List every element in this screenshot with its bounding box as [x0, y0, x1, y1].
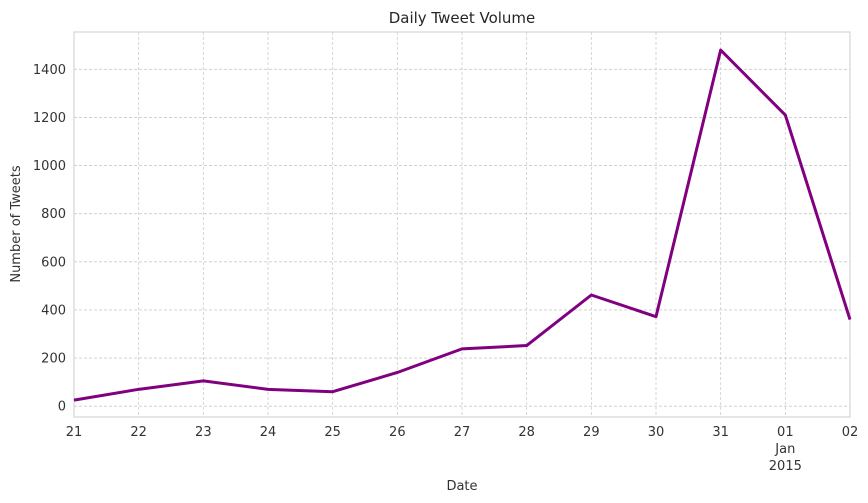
y-tick-label: 1400 [33, 63, 66, 78]
chart-title: Daily Tweet Volume [389, 9, 536, 27]
y-tick-label: 1200 [33, 111, 66, 126]
series-line [73, 48, 852, 402]
y-tick-label: 0 [58, 400, 66, 415]
y-axis-ticks: 0 200 400 600 800 1000 1200 1400 [33, 63, 66, 415]
y-tick-label: 600 [41, 255, 66, 270]
x-tick-label: 27 [454, 425, 471, 440]
x-tick-label: 29 [583, 425, 600, 440]
x-tick-label: 01 [777, 425, 794, 440]
x-tick-label: 22 [130, 425, 147, 440]
x-tick-label: 28 [518, 425, 535, 440]
x-tick-label: 26 [389, 425, 406, 440]
plot-frame [73, 31, 851, 418]
x-tick-label: 24 [260, 425, 277, 440]
series-layer [73, 48, 852, 402]
x-tick-label: 30 [648, 425, 665, 440]
x-tick-label: 25 [324, 425, 341, 440]
x-axis-title: Date [446, 479, 477, 494]
y-tick-label: 400 [41, 303, 66, 318]
x-tick-label: 23 [195, 425, 212, 440]
x-year-label: 2015 [769, 459, 802, 474]
x-tick-label: 31 [712, 425, 729, 440]
y-tick-label: 200 [41, 352, 66, 367]
x-axis-ticks: 21 22 23 24 25 26 27 28 29 30 31 01 02 Jan 2015 [66, 425, 859, 474]
x-month-label: Jan [774, 442, 795, 457]
x-tick-label: 02 [842, 425, 859, 440]
y-tick-label: 800 [41, 207, 66, 222]
y-axis-title: Number of Tweets [9, 165, 24, 283]
y-tick-label: 1000 [33, 159, 66, 174]
x-tick-label: 21 [66, 425, 83, 440]
